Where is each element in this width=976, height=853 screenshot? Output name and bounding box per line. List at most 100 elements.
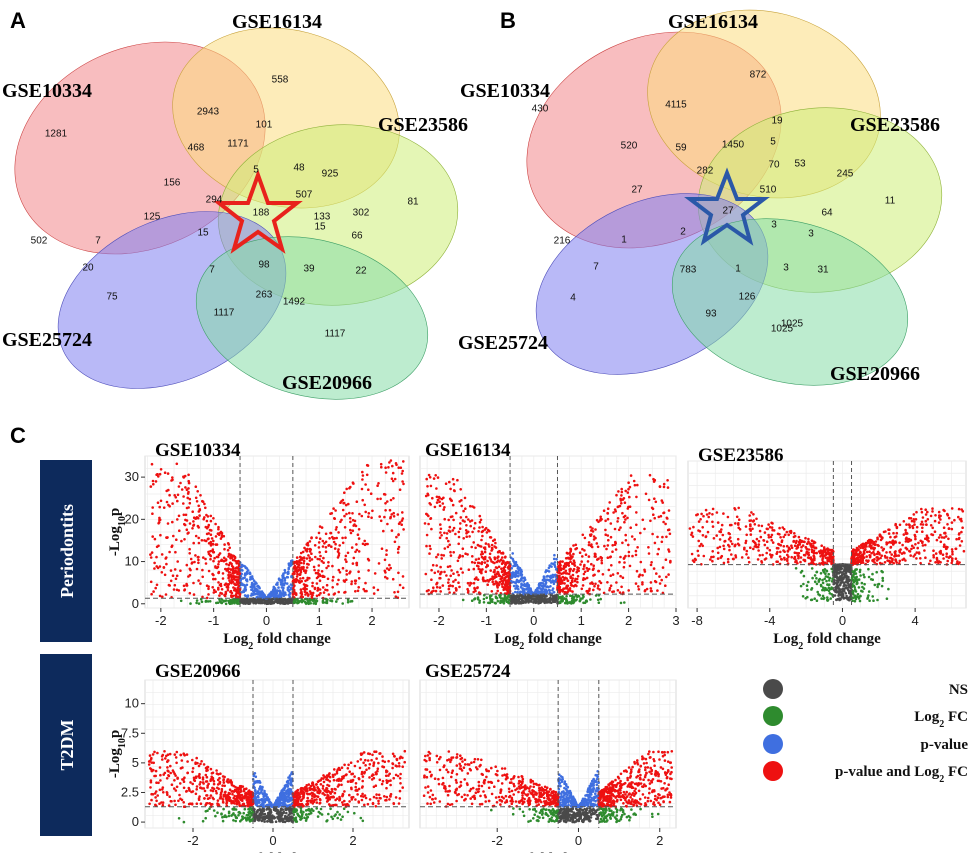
data-point — [477, 530, 480, 533]
data-point — [315, 594, 319, 598]
data-point — [182, 584, 186, 588]
data-point — [712, 537, 716, 540]
data-point — [318, 525, 322, 528]
data-point — [484, 542, 488, 545]
data-point — [364, 581, 367, 585]
data-point — [217, 570, 221, 574]
data-point — [914, 543, 917, 546]
data-point — [716, 557, 720, 560]
data-point — [233, 601, 236, 605]
data-point — [885, 597, 889, 600]
venn-b-count: 1450 — [722, 140, 745, 151]
data-point — [756, 545, 760, 549]
data-point — [733, 507, 736, 510]
data-point — [177, 514, 181, 518]
data-point — [426, 485, 429, 488]
data-point — [491, 575, 494, 578]
data-point — [569, 576, 572, 580]
data-point — [452, 572, 455, 575]
data-point — [558, 562, 562, 566]
data-point — [454, 511, 458, 515]
data-point — [889, 556, 893, 560]
data-point — [946, 523, 949, 526]
data-point — [250, 575, 254, 578]
data-point — [607, 568, 611, 572]
data-point — [715, 511, 719, 514]
data-point — [226, 548, 230, 552]
data-point — [607, 538, 610, 542]
data-point — [945, 547, 948, 551]
data-point — [550, 601, 553, 604]
data-point — [839, 578, 843, 582]
data-point — [786, 553, 789, 557]
data-point — [804, 597, 807, 600]
data-point — [393, 591, 396, 594]
data-point — [740, 556, 744, 559]
data-point — [661, 566, 665, 569]
data-point — [929, 559, 932, 563]
data-point — [931, 526, 934, 530]
data-point — [382, 492, 386, 496]
venn-b-count: 4115 — [665, 100, 687, 111]
data-point — [745, 533, 748, 537]
data-point — [501, 556, 504, 559]
data-point — [179, 599, 183, 603]
data-point — [369, 492, 373, 496]
data-point — [227, 583, 230, 586]
data-point — [710, 555, 713, 559]
data-point — [863, 548, 867, 551]
data-point — [466, 581, 470, 585]
data-point — [211, 572, 214, 576]
data-point — [230, 581, 233, 585]
data-point — [944, 532, 947, 535]
data-point — [335, 600, 338, 603]
data-point — [624, 539, 628, 542]
data-point — [396, 547, 400, 551]
data-point — [872, 599, 875, 602]
data-point — [402, 460, 405, 463]
data-point — [456, 570, 459, 574]
data-point — [610, 564, 613, 567]
data-point — [223, 594, 227, 598]
data-point — [763, 531, 767, 534]
data-point — [303, 546, 306, 550]
data-point — [240, 591, 244, 594]
data-point — [366, 542, 369, 546]
data-point — [951, 557, 954, 560]
data-point — [192, 593, 196, 596]
data-point — [695, 513, 698, 517]
data-point — [617, 490, 620, 493]
data-point — [354, 524, 358, 528]
data-point — [913, 553, 917, 556]
data-point — [235, 601, 239, 604]
data-point — [914, 537, 917, 541]
data-point — [627, 481, 630, 485]
data-point — [349, 531, 353, 535]
data-point — [257, 601, 260, 605]
data-point — [314, 555, 317, 559]
data-point — [730, 553, 733, 556]
data-point — [734, 543, 737, 547]
data-point — [771, 522, 774, 525]
data-point — [815, 577, 818, 580]
data-point — [585, 600, 589, 603]
data-point — [293, 578, 297, 582]
data-point — [797, 554, 800, 558]
data-point — [335, 536, 339, 540]
data-point — [650, 506, 654, 510]
data-point — [615, 581, 618, 584]
data-point — [696, 549, 700, 553]
data-point — [155, 583, 159, 587]
data-point — [482, 556, 485, 560]
data-point — [621, 576, 625, 579]
data-point — [623, 561, 626, 564]
data-point — [493, 573, 497, 576]
data-point — [600, 559, 603, 562]
data-point — [538, 598, 542, 602]
data-point — [606, 581, 609, 584]
data-point — [667, 548, 670, 551]
data-point — [335, 526, 338, 529]
data-point — [618, 560, 621, 564]
data-point — [821, 552, 825, 555]
